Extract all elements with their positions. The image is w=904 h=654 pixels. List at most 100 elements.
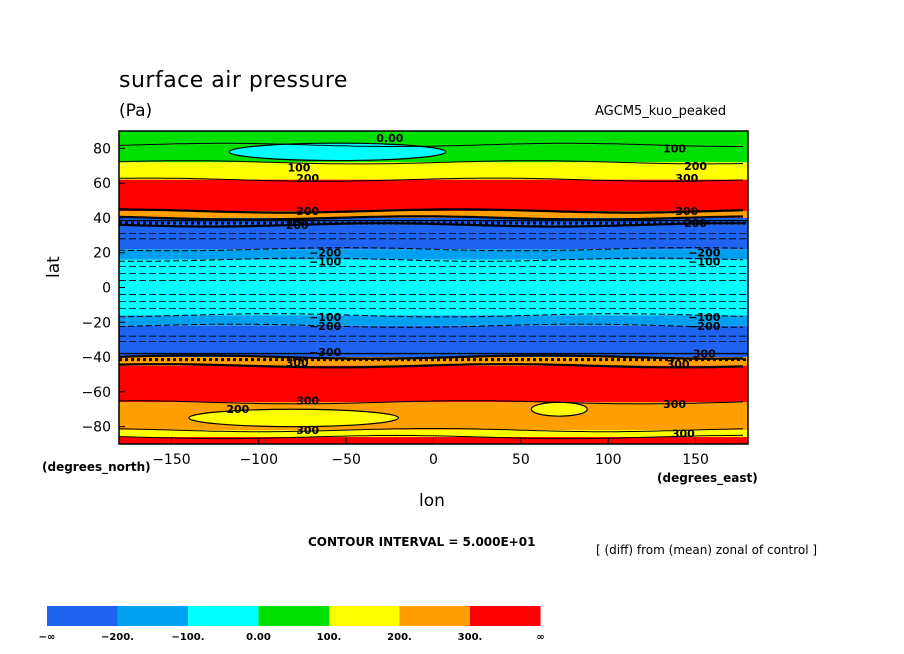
contour-line-11 [119, 354, 743, 360]
contour-line-3 [119, 177, 744, 182]
contour-label-7: 200 [286, 219, 309, 232]
contour-label-12: −200 [688, 247, 721, 260]
legend-label-7: ∞ [536, 632, 544, 643]
chart-units: (Pa) [119, 101, 153, 121]
contour-label-21: 300 [667, 358, 690, 371]
contour-label-26: 300 [672, 428, 695, 441]
contour-line-8 [119, 257, 744, 262]
contour-label-18: −300 [309, 346, 342, 359]
y-tick-label-3: 20 [93, 246, 111, 262]
legend-label-1: −200. [101, 632, 134, 643]
contour-line-14 [119, 428, 744, 433]
x-tick-label-2: −50 [331, 452, 361, 468]
contour-label-6: 300 [296, 205, 319, 218]
contour-line-9 [119, 313, 744, 318]
contour-line-12 [119, 363, 744, 369]
contour-label-25: 300 [296, 424, 319, 437]
contour-label-10: −200 [309, 247, 342, 260]
contour-label-9: 200 [684, 217, 707, 230]
y-tick-label-1: 60 [93, 176, 111, 192]
contour-line-13 [119, 400, 744, 405]
contour-label-11: −100 [309, 255, 342, 268]
color-legend: −∞ −200. −100. 0.00 100. 200. 300. ∞ [39, 606, 545, 643]
y-tick-label-7: −60 [81, 385, 111, 401]
contour-line-10 [119, 323, 743, 328]
contour-label-1: 100 [663, 142, 686, 155]
chart-title: surface air pressure [119, 68, 348, 93]
contour-label-4: 100 [287, 162, 310, 175]
contour-label-20: 300 [693, 348, 716, 361]
band-14 [119, 430, 748, 438]
contour-interval-label: CONTOUR INTERVAL = 5.000E+01 [308, 535, 536, 549]
y-axis-ticks: 80 60 40 20 0 −20 −40 −60 −80 [81, 141, 125, 436]
contour-label-17: −200 [688, 320, 721, 333]
y-tick-label-0: 80 [93, 141, 111, 157]
y-tick-label-5: −20 [81, 315, 111, 331]
contour-fill-bands [119, 131, 748, 444]
legend-swatch-0 [47, 606, 118, 626]
contour-lines [119, 142, 748, 440]
band-4 [119, 210, 748, 218]
band-8 [119, 259, 748, 316]
x-tick-label-1: −100 [240, 452, 278, 468]
contour-line-2 [119, 160, 744, 165]
contour-label-2: 200 [684, 160, 707, 173]
band-3 [119, 179, 748, 211]
contour-label-23: 300 [296, 395, 319, 408]
difference-note: [ (diff) from (mean) zonal of control ] [596, 543, 818, 557]
x-tick-label-6: 150 [682, 452, 709, 468]
contour-line-4 [119, 208, 744, 214]
feature-0 [228, 142, 447, 162]
band-9 [119, 315, 748, 326]
legend-swatch-5 [399, 606, 470, 626]
contour-line-7 [119, 247, 744, 252]
x-axis-units: (degrees_east) [657, 471, 758, 485]
y-tick-label-8: −80 [81, 420, 111, 436]
legend-label-3: 0.00 [246, 632, 271, 643]
legend-label-2: −100. [171, 632, 204, 643]
legend-swatch-6 [470, 606, 541, 626]
x-axis-label: lon [419, 491, 445, 511]
x-tick-label-3: 0 [429, 452, 438, 468]
contour-label-14: −100 [309, 311, 342, 324]
y-axis-units: (degrees_north) [42, 460, 151, 474]
contour-line-5 [119, 215, 744, 221]
band-0 [119, 131, 748, 145]
contour-label-16: −100 [688, 311, 721, 324]
y-tick-label-2: 40 [93, 211, 111, 227]
legend-label-5: 200. [387, 632, 412, 643]
contour-line-15 [119, 434, 743, 440]
y-tick-label-6: −40 [81, 350, 111, 366]
contour-label-15: −200 [309, 320, 342, 333]
contour-label-19: 300 [286, 356, 309, 369]
model-label: AGCM5_kuo_peaked [595, 104, 727, 119]
contour-labels: 0.00100200300100200300200300200−200−100−… [226, 132, 720, 441]
x-tick-label-0: −150 [152, 452, 190, 468]
legend-swatch-3 [258, 606, 329, 626]
band-2 [119, 162, 748, 180]
contour-label-0: 0.00 [376, 132, 403, 145]
band-11 [119, 357, 748, 366]
legend-swatch-2 [188, 606, 259, 626]
legend-label-6: 300. [458, 632, 483, 643]
feature-2 [530, 401, 588, 417]
band-12 [119, 365, 748, 403]
legend-swatch-4 [329, 606, 400, 626]
contour-label-8: 300 [675, 205, 698, 218]
y-axis-label: lat [44, 256, 64, 278]
contour-label-5: 200 [296, 172, 319, 185]
contour-label-24: 300 [663, 398, 686, 411]
y-tick-label-4: 0 [102, 281, 111, 297]
contour-label-3: 300 [675, 172, 698, 185]
legend-label-0: −∞ [39, 632, 56, 643]
x-tick-label-4: 50 [512, 452, 530, 468]
contour-fill-features [188, 142, 588, 428]
band-5 [119, 217, 748, 225]
feature-1 [188, 408, 400, 428]
contour-line-1 [119, 142, 743, 147]
x-axis-ticks: −150 −100 −50 0 50 100 150 [152, 438, 709, 468]
band-6 [119, 224, 748, 250]
x-tick-label-5: 100 [595, 452, 622, 468]
band-7 [119, 249, 748, 260]
